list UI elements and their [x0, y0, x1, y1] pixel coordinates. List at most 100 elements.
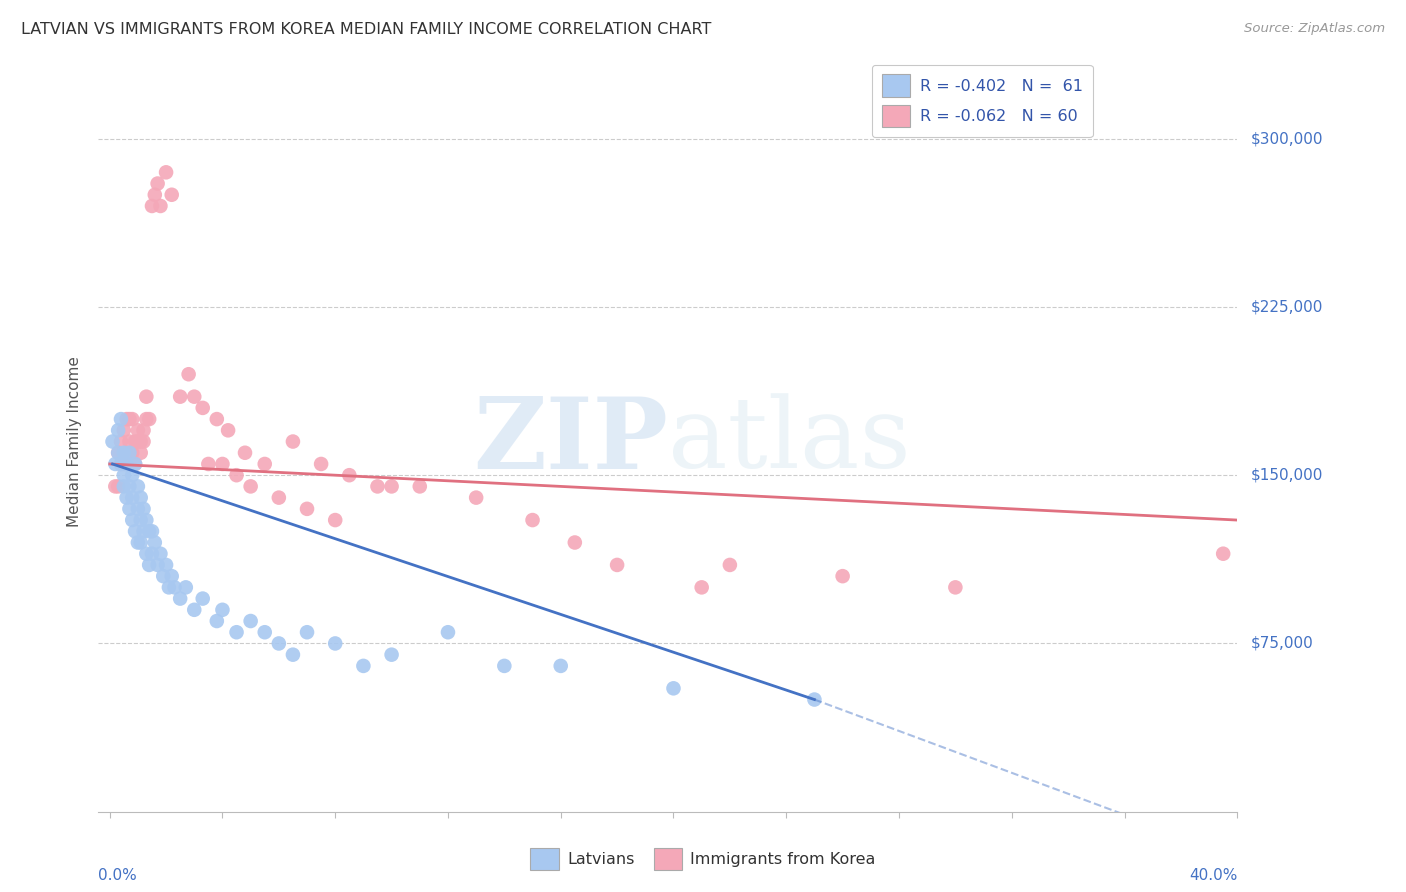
- Point: [104, 479, 127, 493]
- Point: [803, 692, 825, 706]
- Point: [160, 569, 183, 583]
- Point: [690, 580, 713, 594]
- Point: [107, 423, 129, 437]
- Point: [718, 558, 741, 572]
- Point: [127, 434, 149, 449]
- Point: [550, 659, 572, 673]
- Point: [437, 625, 460, 640]
- Point: [124, 457, 146, 471]
- Point: [135, 390, 157, 404]
- Point: [118, 501, 141, 516]
- Point: [121, 412, 143, 426]
- Point: [129, 513, 152, 527]
- Point: [129, 446, 152, 460]
- Point: [138, 524, 160, 539]
- Point: [132, 434, 155, 449]
- Point: [149, 547, 172, 561]
- Point: [152, 569, 174, 583]
- Point: [217, 423, 239, 437]
- Point: [157, 580, 180, 594]
- Point: [381, 479, 404, 493]
- Text: $75,000: $75,000: [1251, 636, 1315, 651]
- Point: [127, 535, 149, 549]
- Point: [138, 558, 160, 572]
- Point: [127, 423, 149, 437]
- Point: [197, 457, 219, 471]
- Point: [129, 434, 152, 449]
- Point: [309, 457, 332, 471]
- Text: $150,000: $150,000: [1251, 467, 1323, 483]
- Point: [112, 468, 135, 483]
- Point: [522, 513, 544, 527]
- Point: [169, 591, 191, 606]
- Point: [337, 468, 360, 483]
- Point: [352, 659, 374, 673]
- Point: [183, 603, 205, 617]
- Point: [124, 524, 146, 539]
- Point: [135, 513, 157, 527]
- Point: [225, 625, 247, 640]
- Point: [141, 524, 163, 539]
- Point: [225, 468, 247, 483]
- Point: [129, 535, 152, 549]
- Point: [115, 446, 138, 460]
- Point: [107, 446, 129, 460]
- Point: [211, 603, 233, 617]
- Point: [118, 479, 141, 493]
- Point: [409, 479, 432, 493]
- Point: [662, 681, 685, 696]
- Point: [132, 524, 155, 539]
- Point: [141, 199, 163, 213]
- Point: [110, 412, 132, 426]
- Point: [107, 446, 129, 460]
- Point: [138, 412, 160, 426]
- Text: 40.0%: 40.0%: [1189, 868, 1237, 883]
- Point: [267, 491, 290, 505]
- Point: [281, 648, 304, 662]
- Point: [124, 457, 146, 471]
- Point: [121, 446, 143, 460]
- Point: [191, 401, 214, 415]
- Point: [107, 479, 129, 493]
- Point: [281, 434, 304, 449]
- Point: [295, 501, 318, 516]
- Point: [191, 591, 214, 606]
- Point: [110, 457, 132, 471]
- Point: [205, 412, 228, 426]
- Point: [112, 457, 135, 471]
- Point: [110, 457, 132, 471]
- Text: $225,000: $225,000: [1251, 300, 1323, 314]
- Point: [112, 479, 135, 493]
- Point: [135, 547, 157, 561]
- Point: [101, 434, 124, 449]
- Point: [465, 491, 488, 505]
- Point: [267, 636, 290, 650]
- Point: [1212, 547, 1234, 561]
- Point: [146, 558, 169, 572]
- Point: [132, 423, 155, 437]
- Point: [143, 187, 166, 202]
- Point: [118, 412, 141, 426]
- Point: [177, 368, 200, 382]
- Point: [366, 479, 388, 493]
- Point: [124, 434, 146, 449]
- Point: [945, 580, 967, 594]
- Point: [494, 659, 516, 673]
- Point: [115, 412, 138, 426]
- Point: [155, 558, 177, 572]
- Point: [141, 547, 163, 561]
- Point: [606, 558, 628, 572]
- Point: [104, 457, 127, 471]
- Legend: R = -0.402   N =  61, R = -0.062   N = 60: R = -0.402 N = 61, R = -0.062 N = 60: [872, 64, 1092, 136]
- Point: [163, 580, 186, 594]
- Point: [143, 535, 166, 549]
- Point: [121, 468, 143, 483]
- Point: [323, 513, 346, 527]
- Point: [110, 434, 132, 449]
- Point: [253, 625, 276, 640]
- Point: [239, 479, 262, 493]
- Point: [155, 165, 177, 179]
- Point: [233, 446, 256, 460]
- Point: [112, 446, 135, 460]
- Point: [135, 412, 157, 426]
